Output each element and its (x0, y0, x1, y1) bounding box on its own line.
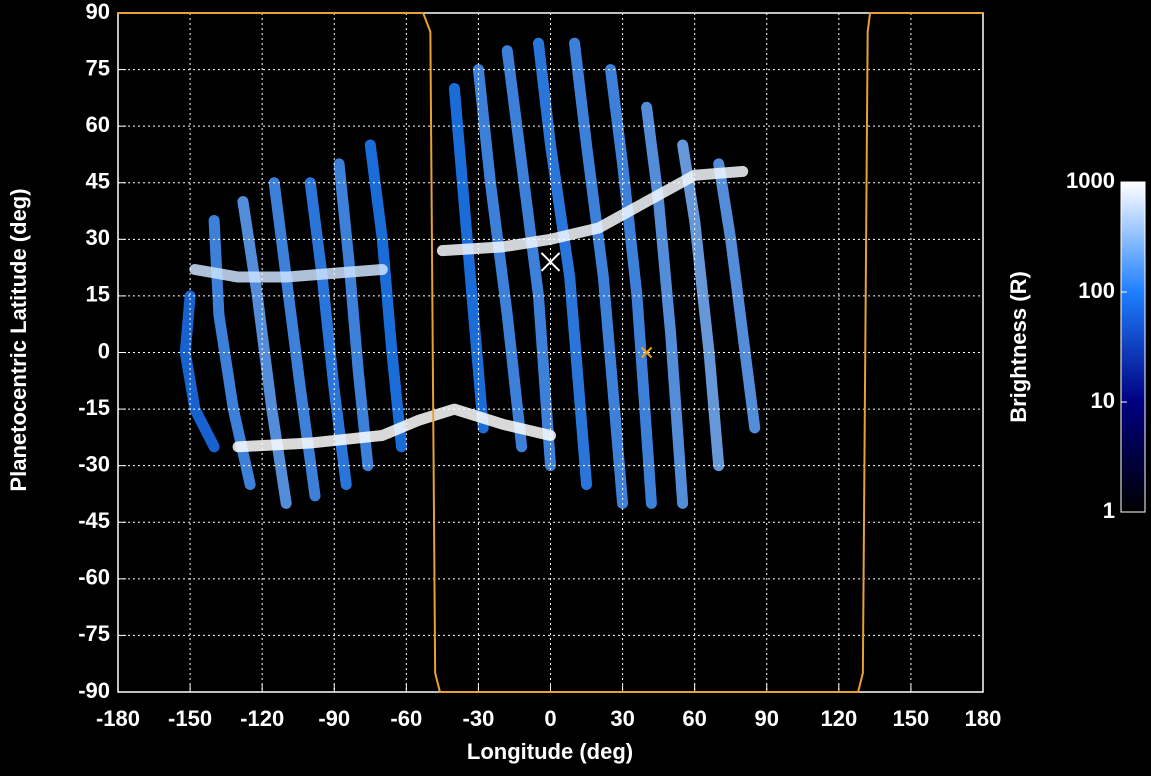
y-tick-label: -15 (78, 395, 110, 420)
x-tick-label: 90 (755, 706, 779, 731)
x-tick-label: -180 (96, 706, 140, 731)
y-tick-label: 60 (86, 112, 110, 137)
brightness-streak (532, 37, 593, 491)
y-tick-label: 15 (86, 282, 110, 307)
brightness-streak (605, 64, 657, 509)
marker (540, 252, 561, 272)
x-tick-label: 120 (820, 706, 857, 731)
x-tick-label: -120 (240, 706, 284, 731)
brightness-streak (179, 290, 220, 453)
colorbar-tick-label: 10 (1091, 388, 1115, 413)
y-axis-title: Planetocentric Latitude (deg) (6, 188, 31, 491)
x-tick-label: 0 (544, 706, 556, 731)
colorbar-tick-label: 1000 (1066, 168, 1115, 193)
colorbar-tick-label: 100 (1078, 278, 1115, 303)
brightness-streak (189, 264, 388, 283)
brightness-streak (569, 37, 629, 509)
x-tick-label: -30 (463, 706, 495, 731)
x-tick-label: 60 (682, 706, 706, 731)
y-tick-label: -60 (78, 565, 110, 590)
x-tick-label: 150 (893, 706, 930, 731)
y-tick-label: 0 (98, 338, 110, 363)
y-tick-label: -45 (78, 508, 110, 533)
x-tick-label: -90 (318, 706, 350, 731)
marker (640, 346, 653, 359)
y-tick-label: 45 (86, 169, 110, 194)
y-tick-label: -75 (78, 621, 110, 646)
y-tick-label: -90 (78, 678, 110, 703)
y-tick-label: 75 (86, 55, 110, 80)
terminator-line (118, 12, 983, 693)
y-tick-label: 90 (86, 0, 110, 24)
y-tick-label: 30 (86, 225, 110, 250)
x-tick-label: -60 (390, 706, 422, 731)
brightness-streak (501, 45, 556, 472)
brightness-streak (713, 158, 761, 434)
colorbar-tick-label: 1 (1103, 498, 1115, 523)
brightness-streak (232, 403, 556, 453)
x-axis-title: Longitude (deg) (467, 739, 633, 764)
x-tick-label: -150 (168, 706, 212, 731)
y-tick-label: -30 (78, 451, 110, 476)
x-tick-label: 180 (965, 706, 1002, 731)
brightness-streak (641, 101, 689, 509)
colorbar-title: Brightness (R) (1006, 271, 1031, 423)
brightness-streak (364, 139, 408, 453)
colorbar (1120, 181, 1146, 513)
brightness-streak (436, 165, 749, 257)
brightness-streak (333, 158, 374, 472)
brightness-streak (448, 82, 489, 434)
x-tick-label: 30 (610, 706, 634, 731)
